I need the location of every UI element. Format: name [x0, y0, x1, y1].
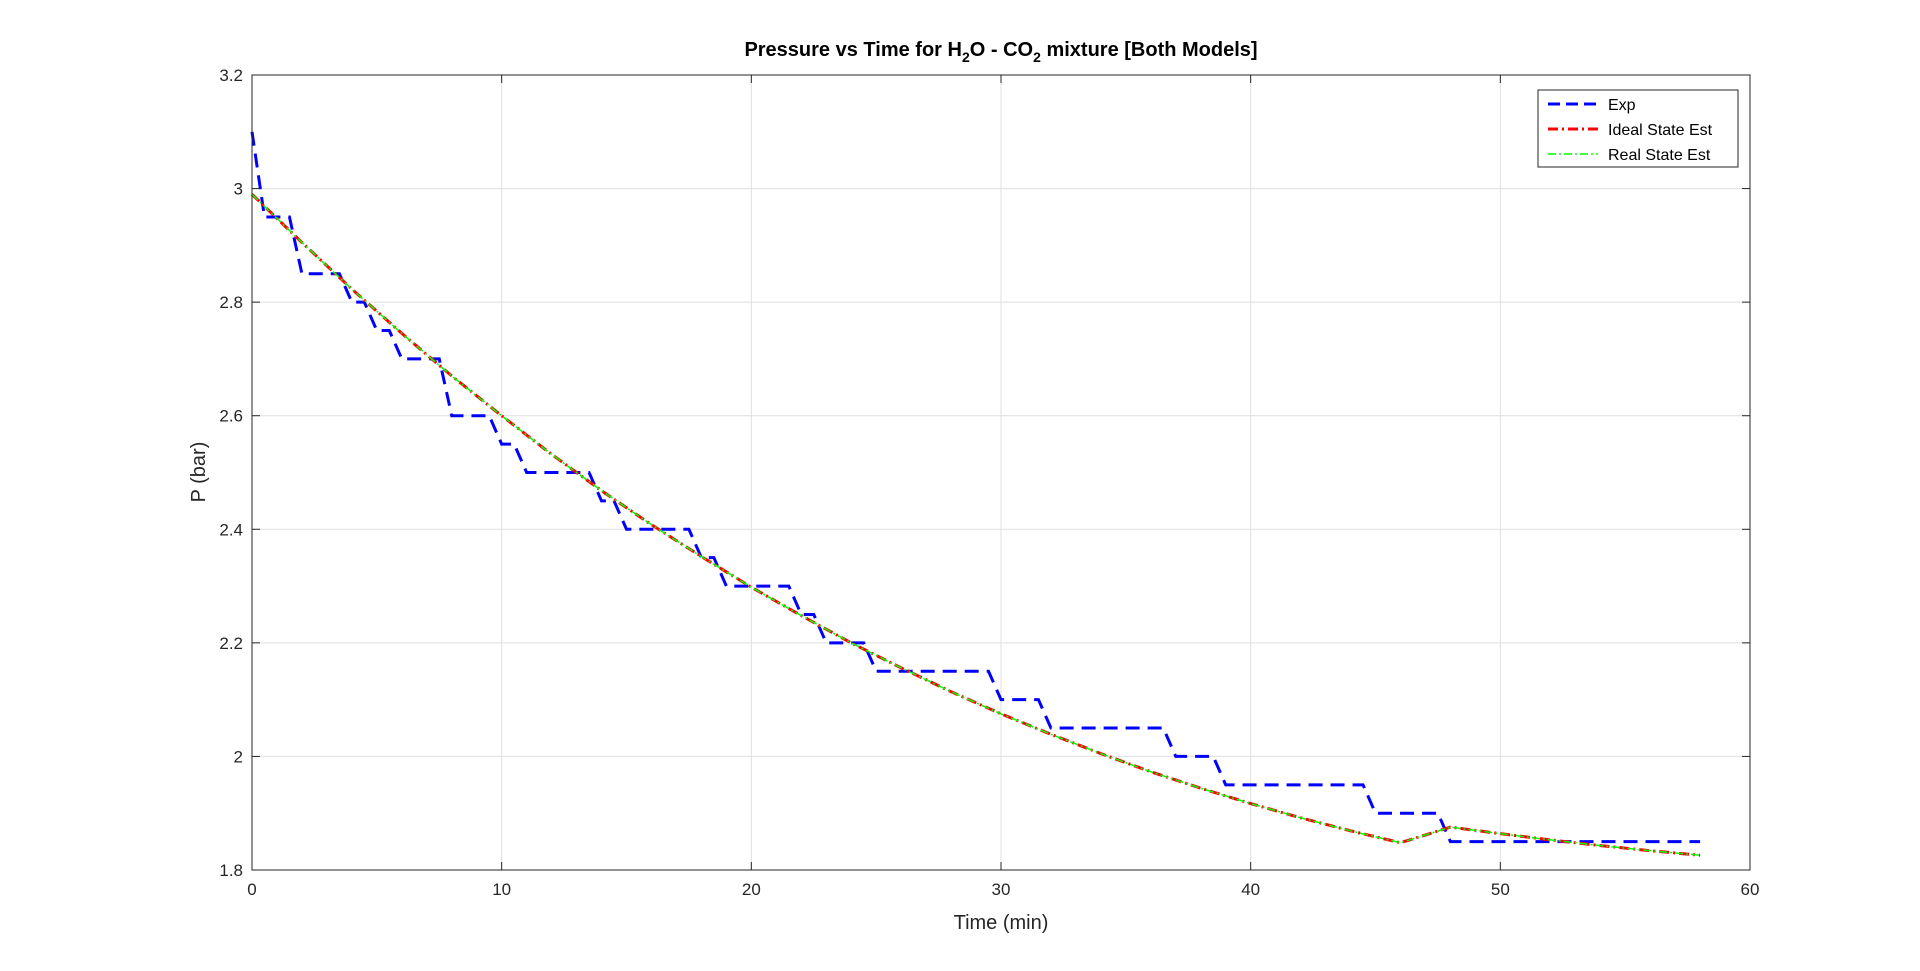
- y-tick-label: 2: [234, 747, 243, 766]
- series-line-exp: [250, 131, 1701, 844]
- chart-title-sub2: 2: [1033, 49, 1041, 65]
- chart-title-prefix: Pressure vs Time for H: [744, 39, 962, 61]
- series-line-real-state-est: [251, 193, 1701, 856]
- x-tick-label: 50: [1491, 880, 1510, 899]
- x-axis-label: Time (min): [954, 912, 1049, 934]
- y-tick-label: 2.6: [219, 407, 243, 426]
- legend-label-exp: Exp: [1608, 97, 1636, 114]
- chart-title: Pressure vs Time for H2O - CO2 mixture […: [744, 39, 1257, 65]
- y-tick-label: 2.8: [219, 293, 243, 312]
- y-axis-label: P (bar): [188, 442, 210, 503]
- y-tick-label: 2.4: [219, 520, 243, 539]
- series-layer: [250, 131, 1701, 857]
- ticks: 0 10 20 30 40 50 60 1.8 2 2.2 2.4 2.6 2.8 3 3.2: [219, 66, 1759, 899]
- legend-label-real: Real State Est: [1608, 147, 1711, 164]
- x-tick-label: 0: [247, 880, 256, 899]
- x-tick-label: 10: [492, 880, 511, 899]
- x-tick-label: 60: [1741, 880, 1760, 899]
- chart-title-sub1: 2: [962, 49, 970, 65]
- x-tick-label: 30: [992, 880, 1011, 899]
- legend-label-ideal: Ideal State Est: [1608, 122, 1713, 139]
- y-tick-label: 2.2: [219, 634, 243, 653]
- y-tick-label: 1.8: [219, 861, 243, 880]
- y-tick-label: 3: [234, 180, 243, 199]
- chart-title-middle: O - CO: [970, 39, 1033, 61]
- x-tick-label: 40: [1241, 880, 1260, 899]
- chart-title-suffix: mixture [Both Models]: [1041, 39, 1258, 61]
- legend: Exp Ideal State Est Real State Est: [1537, 89, 1739, 168]
- x-tick-label: 20: [742, 880, 761, 899]
- y-tick-label: 3.2: [219, 66, 243, 85]
